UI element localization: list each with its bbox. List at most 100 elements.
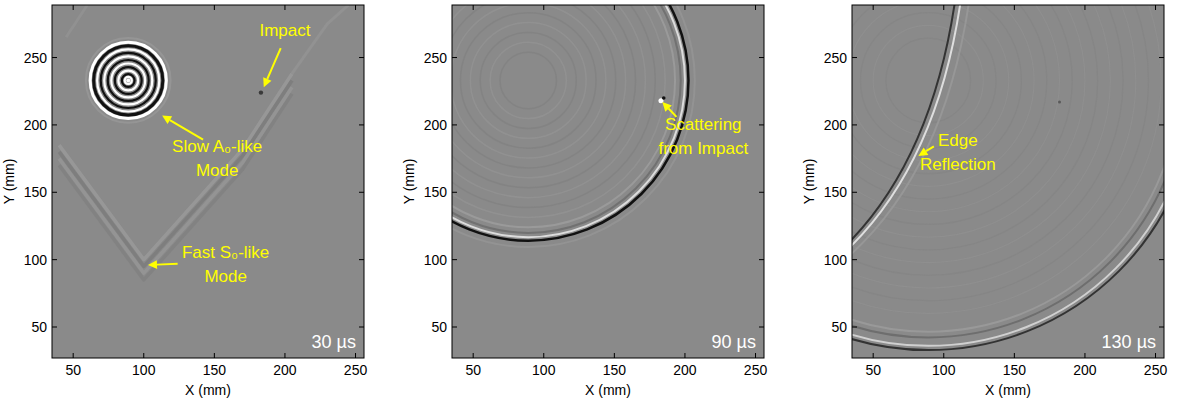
wavefront (86, 38, 171, 123)
x-tick-label: 100 (932, 362, 956, 378)
wavefront (852, 5, 1060, 212)
x-tick (284, 353, 285, 358)
x-tick (755, 353, 756, 358)
y-tick (452, 327, 457, 328)
y-tick-label: 150 (424, 184, 448, 200)
y-tick (852, 259, 857, 260)
arrow (157, 263, 178, 266)
x-tick (1014, 5, 1015, 10)
time-label: 130 µs (1102, 332, 1156, 352)
annotation-text: Mode (196, 161, 239, 180)
annotation: Slow A₀-likeMode (162, 115, 262, 179)
wavefront (460, 13, 596, 149)
wavefront (490, 42, 566, 118)
y-tick-label: 250 (24, 50, 48, 66)
arrow (926, 146, 934, 151)
x-tick (473, 5, 474, 10)
x-tick-label: 200 (1073, 362, 1097, 378)
wavefield (59, 5, 348, 280)
x-tick-label: 100 (532, 362, 556, 378)
wavefront (852, 5, 1009, 161)
y-tick (52, 124, 57, 125)
y-tick (852, 124, 857, 125)
annotation: Impact (259, 21, 310, 87)
arrow-head (148, 260, 157, 269)
wavefront (852, 5, 1021, 174)
y-tick (452, 259, 457, 260)
annotation-text: Reflection (920, 155, 996, 174)
y-tick (359, 192, 364, 193)
plot-frame (452, 5, 764, 358)
x-tick (943, 353, 944, 358)
time-label: 90 µs (712, 332, 756, 352)
y-tick (52, 327, 57, 328)
panel: 5010015020025050100150200250X (mm)Y (mm)… (362, 0, 768, 398)
wavefront (852, 5, 1148, 301)
arrow-head (662, 102, 671, 112)
x-tick (73, 353, 74, 358)
wavefront (59, 94, 292, 280)
y-tick (452, 124, 457, 125)
wavefront (452, 5, 626, 178)
impact-spot (126, 78, 130, 82)
wavefield (452, 5, 695, 247)
x-tick (614, 353, 615, 358)
wavefront (470, 23, 586, 139)
x-axis-title: X (mm) (585, 382, 631, 398)
y-tick (52, 192, 57, 193)
x-tick-label: 200 (673, 362, 697, 378)
wavefront (852, 5, 1164, 337)
y-tick (452, 57, 457, 58)
y-tick (759, 57, 764, 58)
y-tick (1159, 327, 1164, 328)
wavefront (873, 25, 983, 135)
x-tick-label: 150 (203, 362, 227, 378)
x-tick (873, 5, 874, 10)
impact-spot (662, 96, 666, 100)
annotation-text: Fast S₀-like (182, 243, 269, 262)
wavefront (852, 5, 1123, 275)
x-tick (355, 353, 356, 358)
x-tick (755, 5, 756, 10)
wavefront (852, 5, 1161, 313)
annotation-text: from Impact (658, 139, 748, 158)
y-tick (759, 259, 764, 260)
x-tick-label: 250 (344, 362, 368, 378)
wavefront (104, 56, 152, 104)
wavefront (452, 5, 665, 217)
x-tick-label: 50 (865, 362, 881, 378)
panel: 5010015020025050100150200250X (mm)Y (mm)… (659, 0, 1190, 398)
annotation-text: Impact (259, 21, 310, 40)
y-axis-title: Y (mm) (401, 159, 417, 205)
wavefront (101, 53, 156, 108)
x-tick-label: 250 (744, 362, 768, 378)
x-tick (543, 5, 544, 10)
wavefront (852, 5, 1110, 263)
wavefront (452, 5, 685, 237)
impact-spot (1058, 101, 1061, 104)
time-label: 30 µs (312, 332, 356, 352)
plot-frame (52, 5, 364, 358)
y-tick (1159, 124, 1164, 125)
y-tick-label: 250 (824, 50, 848, 66)
x-tick-label: 50 (65, 362, 81, 378)
x-tick (1155, 353, 1156, 358)
wavefront (122, 74, 135, 87)
y-tick-label: 200 (824, 117, 848, 133)
y-tick-label: 150 (824, 184, 848, 200)
x-tick (1084, 5, 1085, 10)
x-tick-label: 100 (132, 362, 156, 378)
wavefield (852, 5, 1164, 350)
image-background (852, 5, 1164, 358)
image-background (52, 5, 364, 358)
y-tick-label: 200 (424, 117, 448, 133)
y-tick (759, 124, 764, 125)
wavefront (111, 64, 145, 98)
y-tick (359, 57, 364, 58)
wavefront (452, 5, 695, 247)
x-tick (1084, 353, 1085, 358)
y-tick (852, 192, 857, 193)
figure: 50 100 150 200 250 50 100 150 200 250 X (mm) Y (mm)… (0, 0, 1190, 410)
wavefront (115, 67, 142, 94)
y-tick (359, 327, 364, 328)
